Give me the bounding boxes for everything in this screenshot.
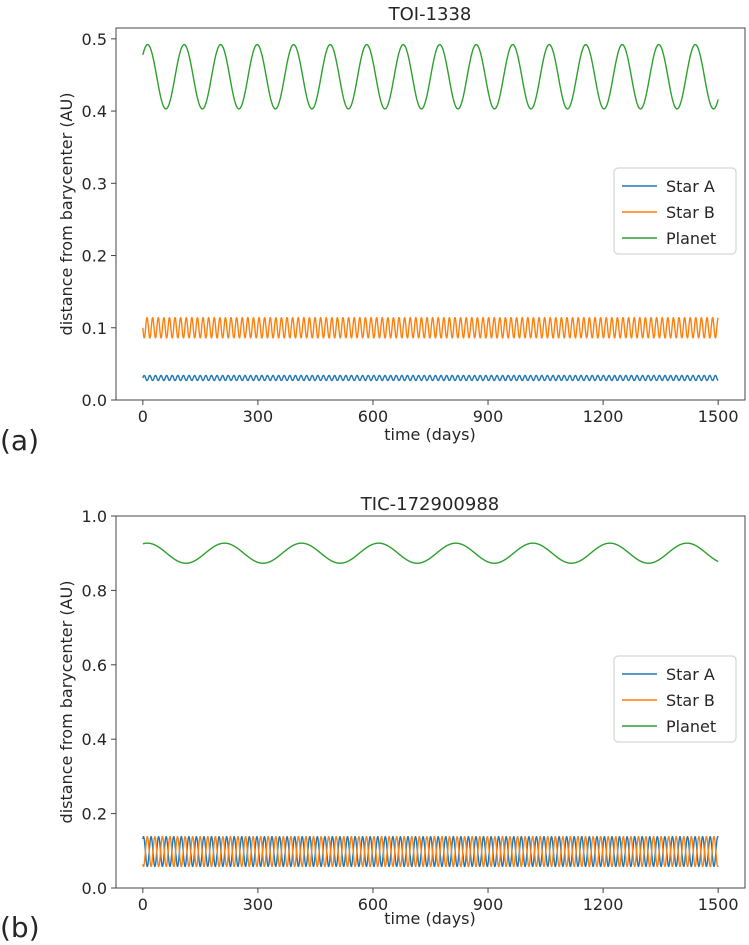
panel-a: TOI-1338 0.0 0.1 0.2 0.3 0.4 0.5 0 300 600 900 12… xyxy=(0,4,746,457)
y-tick-label: 0.1 xyxy=(82,319,107,338)
y-tick-label: 0.0 xyxy=(82,879,107,898)
series-line-star-b xyxy=(142,835,719,868)
y-axis-label: distance from barycenter (AU) xyxy=(57,581,76,824)
series-layer xyxy=(142,43,719,382)
series-line-star-b xyxy=(142,316,719,339)
y-tick-label: 0.2 xyxy=(82,247,107,266)
y-tick-label: 0.4 xyxy=(82,102,107,121)
panel-label: (b) xyxy=(0,911,40,944)
x-tick-label: 1500 xyxy=(698,895,739,914)
x-axis: 0 300 600 900 1200 1500 xyxy=(138,400,739,426)
series-layer xyxy=(142,542,719,868)
x-tick-label: 1200 xyxy=(583,407,624,426)
y-tick-label: 0.5 xyxy=(82,30,107,49)
legend-label-star-b: Star B xyxy=(666,691,715,710)
x-tick-label: 0 xyxy=(138,407,148,426)
y-axis: 0.0 0.1 0.2 0.3 0.4 0.5 xyxy=(82,30,116,410)
y-axis-label: distance from barycenter (AU) xyxy=(57,93,76,336)
x-tick-label: 900 xyxy=(473,895,504,914)
legend-box xyxy=(613,167,737,255)
legend-label-star-b: Star B xyxy=(666,203,715,222)
legend-label-planet: Planet xyxy=(666,229,716,248)
y-tick-label: 1.0 xyxy=(82,507,107,526)
y-tick-label: 0.2 xyxy=(82,805,107,824)
chart-title: TOI-1338 xyxy=(388,4,472,25)
x-tick-label: 1200 xyxy=(583,895,624,914)
chart-title: TIC-172900988 xyxy=(360,494,499,515)
legend-label-star-a: Star A xyxy=(666,665,715,684)
legend: Star A Star B Planet xyxy=(613,655,737,743)
panel-b: TIC-172900988 0.0 0.2 0.4 0.6 0.8 1.0 0 300 600… xyxy=(0,494,746,944)
x-tick-label: 0 xyxy=(138,895,148,914)
y-tick-label: 0.6 xyxy=(82,656,107,675)
y-tick-label: 0.8 xyxy=(82,581,107,600)
legend-label-star-a: Star A xyxy=(666,177,715,196)
legend-box xyxy=(613,655,737,743)
legend: Star A Star B Planet xyxy=(613,167,737,255)
plot-area xyxy=(115,515,746,889)
plot-area xyxy=(115,27,746,401)
legend-label-planet: Planet xyxy=(666,717,716,736)
series-line-planet xyxy=(142,542,719,564)
y-tick-label: 0.4 xyxy=(82,730,107,749)
x-axis: 0 300 600 900 1200 1500 xyxy=(138,888,739,914)
x-tick-label: 900 xyxy=(473,407,504,426)
x-tick-label: 600 xyxy=(358,407,389,426)
series-line-planet xyxy=(142,43,719,110)
y-tick-label: 0.0 xyxy=(82,391,107,410)
x-axis-label: time (days) xyxy=(384,425,475,444)
x-axis-label: time (days) xyxy=(384,909,475,928)
y-tick-label: 0.3 xyxy=(82,174,107,193)
x-tick-label: 300 xyxy=(243,895,274,914)
panel-label: (a) xyxy=(0,424,39,457)
series-line-star-a xyxy=(142,374,719,382)
x-tick-label: 300 xyxy=(243,407,274,426)
x-tick-label: 1500 xyxy=(698,407,739,426)
x-tick-label: 600 xyxy=(358,895,389,914)
y-axis: 0.0 0.2 0.4 0.6 0.8 1.0 xyxy=(82,507,116,898)
series-line-star-a xyxy=(142,835,719,868)
